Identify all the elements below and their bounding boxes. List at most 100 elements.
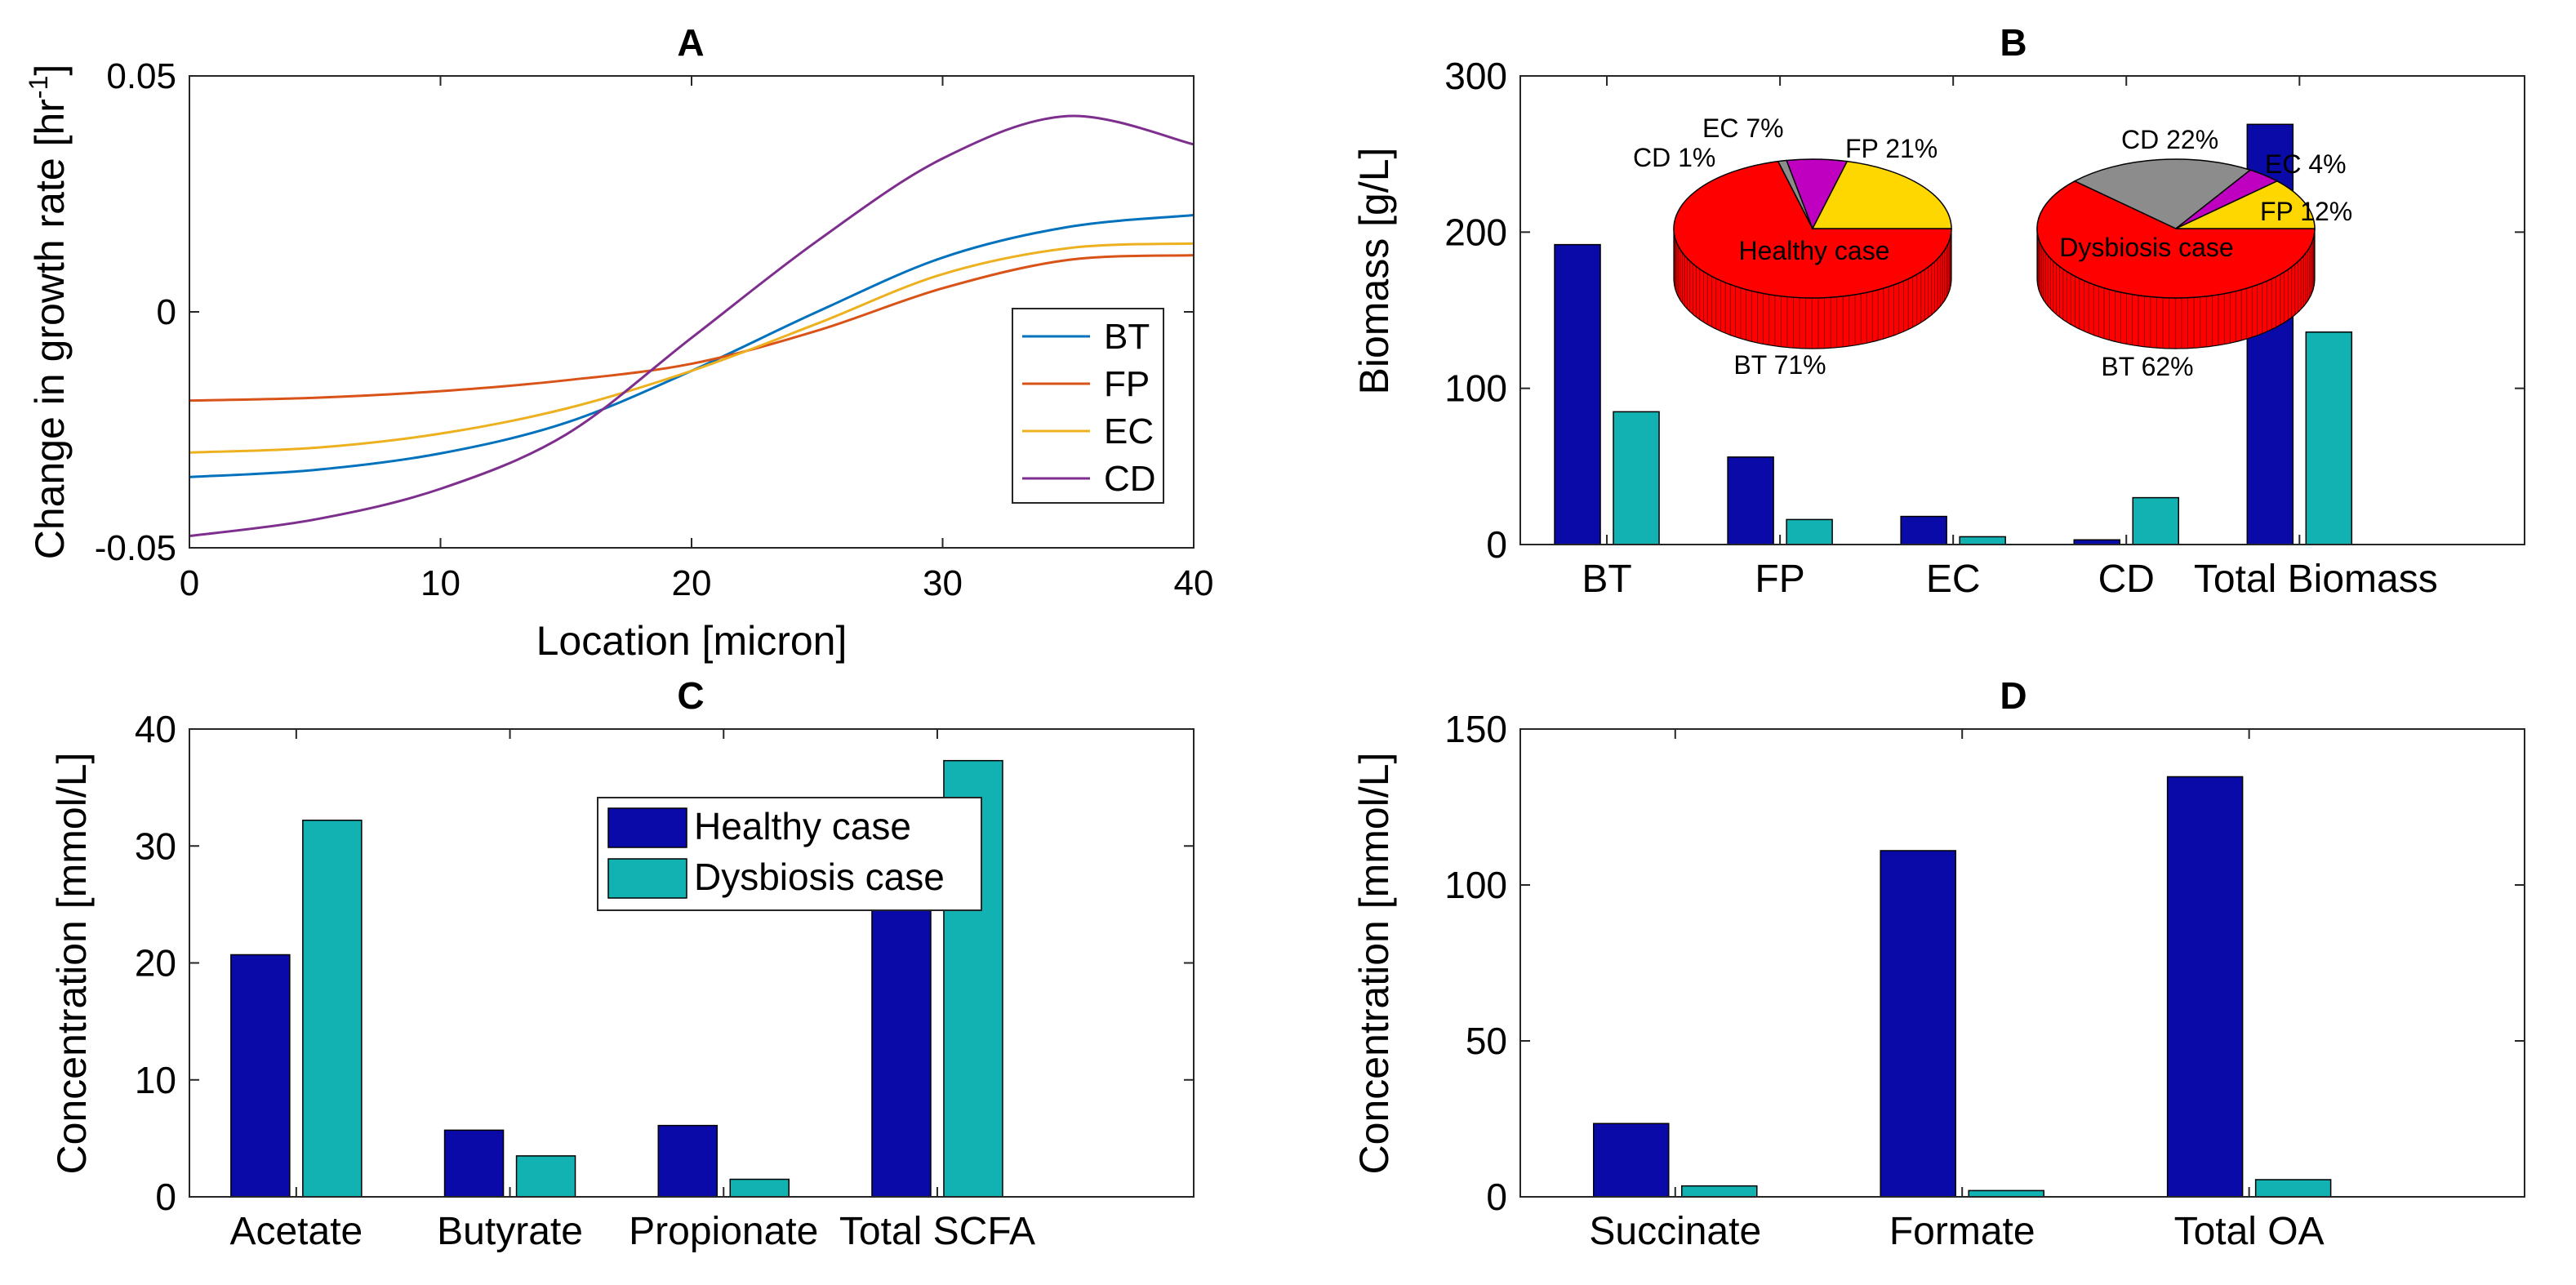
panel-c: C Acetate Butyrate Propionate Total SCFA 0 10…: [49, 674, 1195, 1253]
y-tick-label: -0.05: [95, 528, 176, 568]
y-tick-label: 0: [155, 1176, 176, 1218]
panel-d-ticks: Succinate Formate Total OA 0 50 100 150: [1444, 708, 2525, 1253]
legend-label-dysbiosis: Dysbiosis case: [694, 856, 945, 898]
x-tick-label: 10: [420, 563, 460, 603]
y-tick-label: 30: [135, 825, 176, 867]
series-line-cd: [189, 114, 1195, 538]
panel-a-legend: BT FP EC CD: [1012, 308, 1164, 504]
panel-c-ylabel: Concentration [mmol/L]: [49, 753, 95, 1175]
x-tick-label: 20: [672, 563, 712, 603]
y-tick-label: 300: [1444, 55, 1507, 97]
bar-healthy-butyrate: [443, 1129, 505, 1198]
bar-dysbiosis-fp: [1786, 518, 1833, 545]
bar-dysbiosis-ec: [1959, 536, 2006, 545]
panel-d-title: D: [2000, 674, 2027, 717]
pie-slice-fp: [1811, 160, 1952, 229]
bar-healthy-acetate: [230, 954, 291, 1198]
x-tick-label: Total Biomass: [2194, 558, 2438, 601]
x-tick-label: EC: [1926, 558, 1981, 601]
x-tick-label: 40: [1174, 563, 1214, 603]
pie-label-ec: EC 7%: [1702, 113, 1784, 143]
panel-c-legend: Healthy case Dysbiosis case: [597, 797, 982, 911]
bar-healthy-fp: [1727, 456, 1774, 545]
x-tick-label: CD: [2098, 558, 2155, 601]
y-tick-label: 0: [1486, 523, 1507, 566]
legend-swatch-healthy: [607, 807, 687, 848]
pie-title: Dysbiosis case: [2059, 233, 2233, 262]
panel-b: B BT FP EC CD Total Biomass 0 100 200 300 Biomas…: [1351, 21, 2525, 601]
legend-label-healthy: Healthy case: [694, 805, 911, 847]
y-tick-label: 10: [135, 1059, 176, 1101]
x-tick-label: Propionate: [629, 1210, 818, 1253]
pie-slice-bt: [2036, 180, 2316, 299]
series-line-ec: [189, 242, 1195, 454]
y-tick-label: 0: [157, 292, 176, 332]
pie-slice-cd: [2073, 158, 2252, 229]
panel-d: D Succinate Formate Total OA 0 50 100 150 Conc…: [1351, 674, 2525, 1253]
legend-label-ec: EC: [1104, 411, 1154, 451]
y-tick-label: 0: [1486, 1176, 1507, 1218]
bar-dysbiosis-butyrate: [515, 1155, 576, 1198]
panel-d-bars: [1593, 776, 2332, 1198]
x-tick-label: Butyrate: [437, 1210, 583, 1253]
bar-dysbiosis-cd: [2132, 496, 2179, 545]
pie-slice-fp: [2175, 180, 2316, 229]
x-tick-label: 30: [923, 563, 963, 603]
bar-dysbiosis-formate: [1968, 1189, 2044, 1198]
y-tick-label: 100: [1444, 864, 1507, 906]
panel-b-axes-box: [1519, 75, 2525, 545]
y-tick-label: 50: [1466, 1020, 1507, 1062]
x-tick-label: Total SCFA: [839, 1210, 1035, 1253]
panel-c-title: C: [677, 674, 704, 717]
bar-healthy-bt: [1554, 243, 1601, 545]
bar-healthy-total-oa: [2166, 776, 2244, 1198]
y-tick-label: 20: [135, 942, 176, 985]
bar-dysbiosis-succinate: [1681, 1185, 1758, 1198]
y-tick-label: 200: [1444, 211, 1507, 253]
panel-c-ticks: Acetate Butyrate Propionate Total SCFA 0 10 20…: [135, 708, 1194, 1253]
pie-label-cd: CD 1%: [1633, 143, 1715, 172]
pie-label-bt: BT 62%: [2101, 352, 2193, 381]
panel-b-ylabel: Biomass [g/L]: [1351, 148, 1397, 395]
x-tick-label: Succinate: [1589, 1210, 1761, 1253]
x-tick-label: FP: [1755, 558, 1804, 601]
panel-d-axes-box: [1519, 728, 2525, 1198]
legend-label-bt: BT: [1104, 317, 1150, 357]
panel-a-xlabel: Location [micron]: [536, 618, 848, 664]
bar-dysbiosis-propionate: [729, 1178, 790, 1198]
x-tick-label: Acetate: [229, 1210, 363, 1253]
y-tick-label: 40: [135, 708, 176, 750]
panel-b-title: B: [2000, 21, 2027, 64]
x-tick-label: 0: [180, 563, 199, 603]
pie-label-bt: BT 71%: [1733, 350, 1826, 380]
bar-dysbiosis-acetate: [302, 819, 363, 1198]
pie-title: Healthy case: [1739, 236, 1890, 265]
x-tick-label: Formate: [1889, 1210, 2035, 1253]
panel-a-series: [189, 114, 1195, 538]
pie-label-fp: FP 21%: [1845, 134, 1938, 163]
bar-healthy-succinate: [1593, 1123, 1670, 1198]
bar-dysbiosis-total-oa: [2254, 1179, 2332, 1198]
series-line-fp: [189, 254, 1195, 402]
pie-healthy: BT 71% CD 1%EC 7% FP 21% Healthy case: [1633, 113, 1952, 380]
pie-label-fp: FP 12%: [2260, 197, 2352, 226]
pie-dysbiosis: BT 62% CD 22% EC 4% FP 12% Dysbiosis case: [2036, 125, 2352, 381]
pie-label-cd: CD 22%: [2121, 125, 2218, 154]
bar-healthy-formate: [1880, 850, 1956, 1198]
x-tick-label: BT: [1582, 558, 1631, 601]
x-tick-label: Total OA: [2174, 1210, 2325, 1253]
y-tick-label: 150: [1444, 708, 1507, 750]
bar-dysbiosis-bt: [1613, 411, 1660, 545]
y-tick-label: 100: [1444, 367, 1507, 410]
panel-a-title: A: [677, 21, 704, 64]
legend-swatch-dysbiosis: [607, 858, 687, 899]
legend-label-cd: CD: [1104, 459, 1156, 499]
panel-a-ylabel: Change in growth rate [hr-1]: [24, 64, 73, 560]
panel-b-ticks: BT FP EC CD Total Biomass 0 100 200 300: [1444, 55, 2525, 601]
y-tick-label: 0.05: [106, 56, 176, 96]
bar-healthy-ec: [1900, 515, 1947, 545]
bar-healthy-propionate: [657, 1124, 719, 1198]
